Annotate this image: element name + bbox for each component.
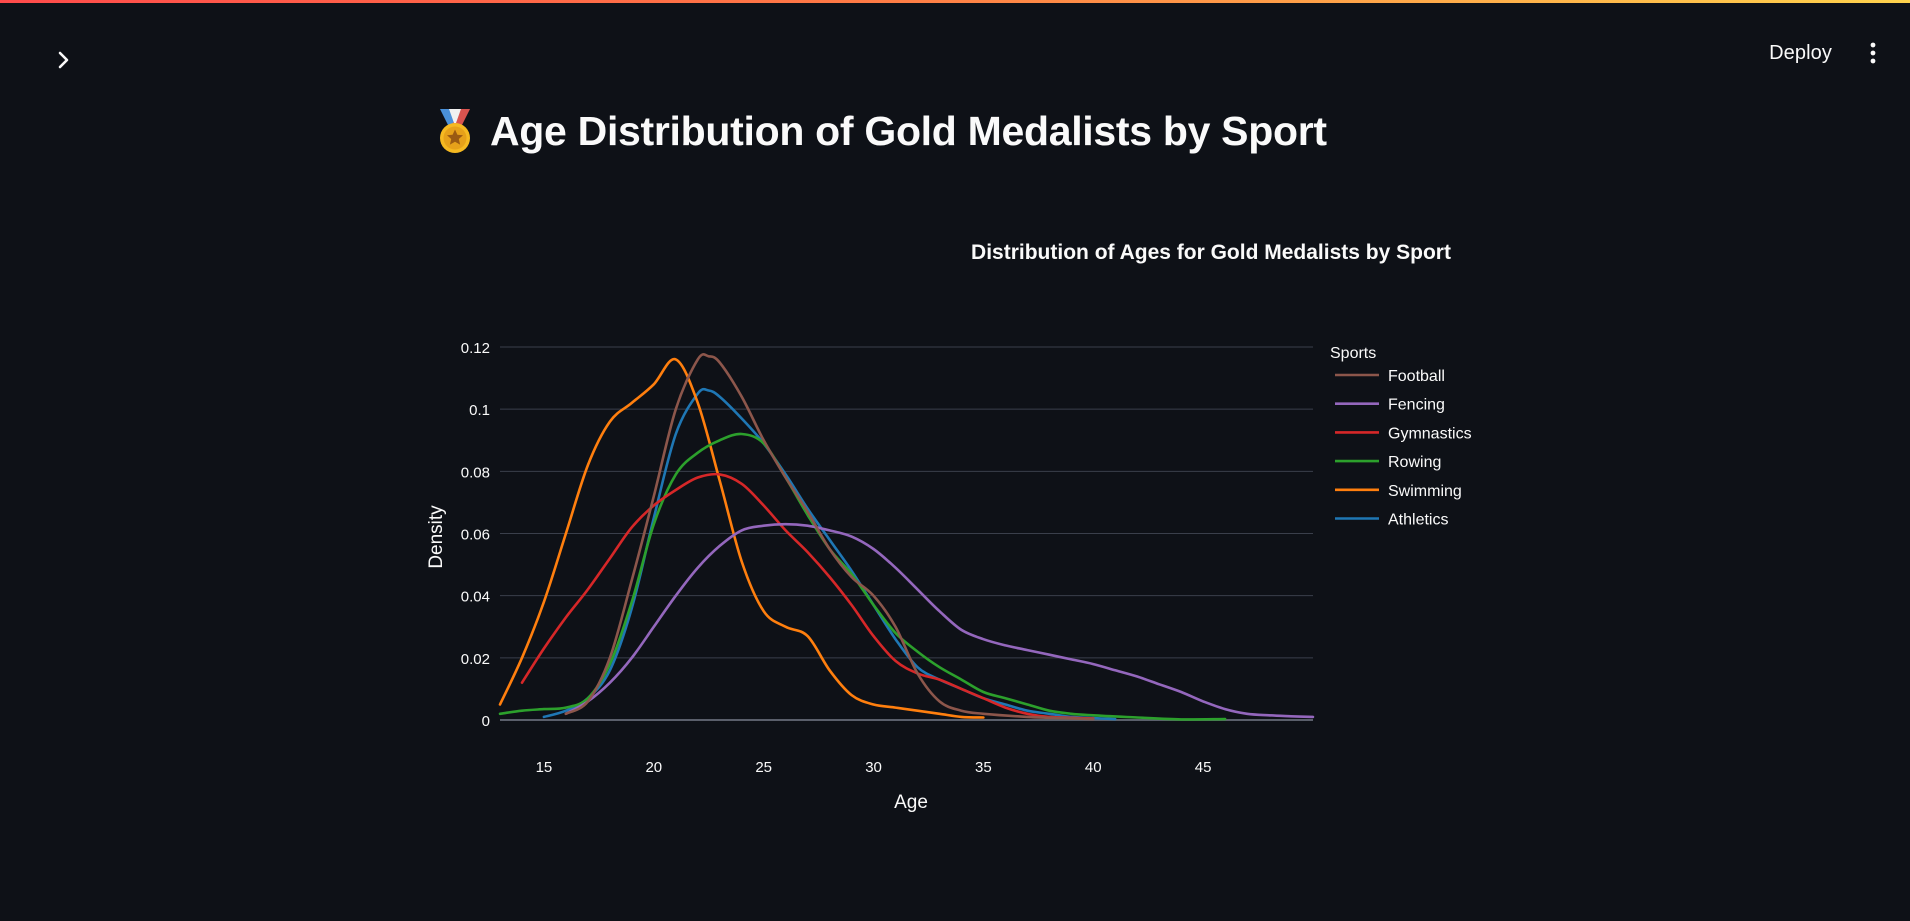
y-tick-label: 0.12 xyxy=(461,340,490,357)
x-tick-label: 35 xyxy=(975,759,992,776)
chart-container: Distribution of Ages for Gold Medalists … xyxy=(420,225,1500,835)
header-actions: Deploy xyxy=(1769,38,1884,68)
page-title: Age Distribution of Gold Medalists by Sp… xyxy=(434,108,1327,155)
series-line-rowing xyxy=(498,432,1227,721)
x-axis-label: Age xyxy=(894,792,928,813)
y-axis-label: Density xyxy=(426,505,447,569)
legend-item-football[interactable]: Football xyxy=(1335,368,1445,385)
density-chart: Distribution of Ages for Gold Medalists … xyxy=(426,241,1472,813)
grid-lines xyxy=(500,346,1313,721)
series-line-gymnastics xyxy=(520,472,1095,720)
x-tick-label: 20 xyxy=(645,759,662,776)
main-menu-button[interactable] xyxy=(1862,38,1884,68)
x-tick-label: 25 xyxy=(755,759,772,776)
legend-item-swimming[interactable]: Swimming xyxy=(1335,483,1462,500)
deploy-button[interactable]: Deploy xyxy=(1769,41,1832,64)
y-tick-label: 0.08 xyxy=(461,464,490,481)
y-tick-label: 0.1 xyxy=(469,402,490,419)
x-tick-label: 45 xyxy=(1195,759,1212,776)
legend-label: Football xyxy=(1388,368,1445,385)
legend-item-gymnastics[interactable]: Gymnastics xyxy=(1335,425,1472,442)
legend-label: Gymnastics xyxy=(1388,425,1472,442)
y-tick-label: 0.02 xyxy=(461,651,490,668)
legend: Sports Football Fencing Gymnastics Rowing Sw… xyxy=(1330,345,1472,529)
page-title-text: Age Distribution of Gold Medalists by Sp… xyxy=(490,108,1327,154)
series-line-football xyxy=(564,353,1095,721)
series-lines xyxy=(498,353,1315,721)
legend-item-athletics[interactable]: Athletics xyxy=(1335,512,1448,529)
legend-label: Fencing xyxy=(1388,397,1445,414)
legend-label: Rowing xyxy=(1388,454,1441,471)
legend-title: Sports xyxy=(1330,345,1376,362)
top-decoration-bar xyxy=(0,0,1910,3)
legend-label: Swimming xyxy=(1388,483,1462,500)
series-line-swimming xyxy=(498,357,985,719)
legend-item-fencing[interactable]: Fencing xyxy=(1335,397,1445,414)
vertical-dots-icon xyxy=(1870,42,1876,64)
chart-title: Distribution of Ages for Gold Medalists … xyxy=(971,241,1451,264)
axes: 0 0.02 0.04 0.06 0.08 0.1 0.12 15 20 25 30 35 40 45 xyxy=(461,340,1212,776)
medal-icon xyxy=(440,108,470,153)
legend-label: Athletics xyxy=(1388,512,1448,529)
y-tick-label: 0 xyxy=(482,713,490,730)
sidebar-toggle-button[interactable] xyxy=(48,44,80,76)
y-tick-label: 0.06 xyxy=(461,527,490,544)
y-tick-label: 0.04 xyxy=(461,589,490,606)
x-tick-label: 40 xyxy=(1085,759,1102,776)
chevron-right-icon xyxy=(58,51,69,69)
x-tick-label: 30 xyxy=(865,759,882,776)
x-tick-label: 15 xyxy=(536,759,553,776)
legend-item-rowing[interactable]: Rowing xyxy=(1335,454,1441,471)
series-line-fencing xyxy=(564,522,1315,719)
